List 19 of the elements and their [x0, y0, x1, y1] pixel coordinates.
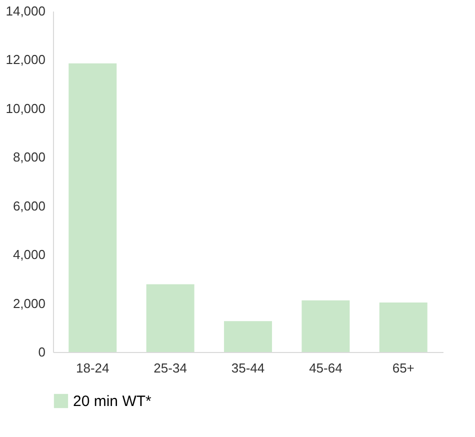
bar [302, 300, 350, 352]
y-tick-label: 14,000 [6, 4, 46, 18]
x-tick-label: 65+ [392, 360, 414, 376]
bar [379, 302, 428, 352]
bar [146, 284, 194, 352]
x-tick-label: 18-24 [76, 360, 110, 376]
x-tick-label: 35-44 [231, 360, 265, 376]
y-tick-label: 0 [38, 344, 46, 360]
y-tick-label: 8,000 [12, 150, 46, 165]
bar [224, 321, 272, 352]
x-tick-label: 45-64 [309, 360, 342, 376]
x-tick-label: 25-34 [154, 360, 187, 376]
y-tick-label: 2,000 [12, 296, 46, 311]
y-tick-label: 4,000 [12, 247, 46, 262]
y-tick-label: 10,000 [6, 100, 46, 116]
bar [68, 63, 117, 352]
y-tick-label: 6,000 [12, 198, 46, 214]
legend-label: 20 min WT* [73, 393, 152, 410]
y-tick-label: 12,000 [6, 52, 46, 68]
